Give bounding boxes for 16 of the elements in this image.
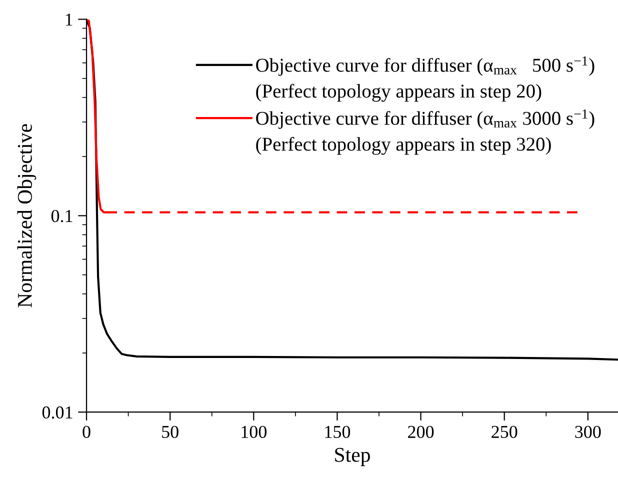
x-axis-title: Step: [335, 448, 370, 466]
y-tick-label: 1: [66, 14, 72, 26]
legend-label: Objective curve for diffuser (α$_{max}$ 3000 s$^{−1}$): [256, 110, 594, 129]
x-tick-label: 150: [325, 426, 350, 438]
annotation: (Perfect topology appears in step 20): [256, 84, 542, 102]
x-tick-label: 100: [242, 426, 267, 438]
x-tick-label: 300: [575, 426, 601, 438]
legend-label: Objective curve for diffuser (α$_{max}$ 500 s$^{−1}$): [256, 56, 594, 76]
y-tick-label: 0.1: [51, 210, 72, 222]
x-tick-label: 50: [162, 426, 178, 438]
annotation: (Perfect topology appears in step 320): [256, 136, 551, 155]
x-tick-label: 0: [82, 426, 90, 438]
y-tick-label: 0.01: [42, 406, 72, 419]
x-tick-label: 200: [408, 426, 434, 438]
x-tick-label: 250: [492, 426, 518, 438]
y-axis-title: Normalized Objective: [17, 124, 36, 308]
